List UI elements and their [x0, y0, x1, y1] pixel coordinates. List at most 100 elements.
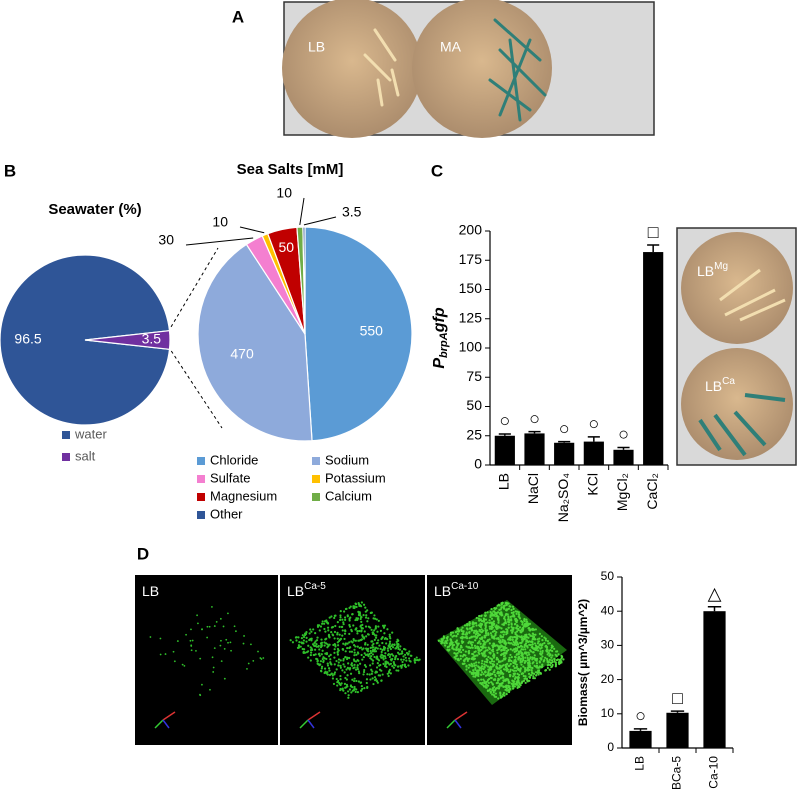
data-label: 550	[360, 323, 384, 339]
photo-label: MA	[440, 39, 462, 55]
speck	[527, 672, 531, 675]
speck	[339, 618, 342, 622]
speck	[213, 647, 216, 650]
speck	[465, 627, 469, 630]
speck	[523, 617, 526, 621]
speck	[491, 687, 494, 690]
speck	[418, 658, 421, 661]
speck	[355, 653, 358, 656]
y-tick-label: 0	[607, 740, 614, 754]
speck	[478, 619, 481, 622]
speck	[364, 665, 368, 668]
speck	[362, 603, 366, 606]
speck	[391, 646, 395, 649]
speck	[518, 685, 521, 689]
speck	[525, 623, 528, 626]
speck	[501, 601, 504, 604]
speck	[355, 605, 358, 609]
speck	[340, 682, 343, 685]
speck	[497, 648, 500, 651]
speck	[334, 643, 337, 647]
speck	[493, 689, 497, 692]
speck	[358, 604, 361, 608]
speck	[493, 653, 496, 656]
speck	[199, 693, 201, 696]
speck	[391, 657, 394, 661]
speck	[513, 677, 517, 680]
speck	[504, 665, 507, 669]
speck	[455, 639, 459, 642]
speck	[343, 671, 346, 674]
speck	[397, 669, 400, 672]
speck	[511, 631, 514, 634]
speck	[324, 638, 327, 641]
speck	[544, 645, 547, 648]
speck	[320, 665, 324, 668]
speck	[500, 648, 503, 651]
panel-label: C	[431, 161, 443, 180]
speck	[372, 682, 375, 686]
speck	[373, 679, 377, 682]
speck	[355, 679, 358, 683]
speck	[528, 640, 531, 643]
speck	[257, 650, 259, 653]
speck	[465, 645, 468, 648]
speck	[318, 654, 321, 657]
speck	[485, 629, 488, 632]
speck	[467, 641, 470, 645]
speck	[486, 649, 489, 652]
speck	[503, 654, 506, 657]
speck	[321, 622, 324, 625]
speck	[474, 668, 477, 671]
speck	[374, 617, 377, 620]
speck	[328, 616, 331, 619]
speck	[455, 635, 458, 638]
speck	[360, 653, 363, 657]
speck	[518, 673, 521, 677]
speck	[516, 619, 519, 622]
speck	[480, 678, 483, 681]
speck	[334, 624, 337, 628]
speck	[225, 638, 228, 641]
speck	[475, 664, 478, 667]
pie-slice	[197, 243, 313, 442]
speck	[527, 666, 530, 670]
speck	[534, 628, 537, 631]
speck	[396, 658, 400, 661]
speck	[472, 653, 475, 656]
speck	[294, 636, 298, 639]
speck	[465, 635, 468, 638]
speck	[478, 614, 481, 618]
speck	[326, 626, 330, 629]
speck	[319, 625, 323, 628]
speck	[516, 672, 519, 675]
speck	[443, 642, 446, 645]
speck	[475, 624, 478, 627]
speck	[532, 675, 535, 678]
speck	[302, 635, 306, 639]
speck	[511, 615, 514, 618]
speck	[353, 663, 356, 666]
speck	[512, 681, 515, 684]
speck	[470, 672, 473, 675]
panel-label: D	[137, 544, 149, 563]
speck	[247, 662, 250, 665]
speck	[511, 638, 514, 641]
speck	[518, 626, 522, 629]
speck	[512, 675, 515, 678]
speck	[521, 623, 524, 626]
speck	[496, 658, 500, 661]
speck	[548, 658, 551, 661]
speck	[526, 679, 529, 683]
speck	[511, 605, 515, 608]
speck	[352, 605, 355, 608]
speck	[300, 637, 304, 640]
speck	[321, 620, 324, 623]
pie-slice	[302, 226, 306, 335]
speck	[519, 661, 522, 664]
speck	[342, 648, 345, 651]
speck	[457, 658, 460, 661]
speck	[375, 666, 379, 669]
speck	[514, 662, 517, 665]
speck	[359, 681, 363, 684]
